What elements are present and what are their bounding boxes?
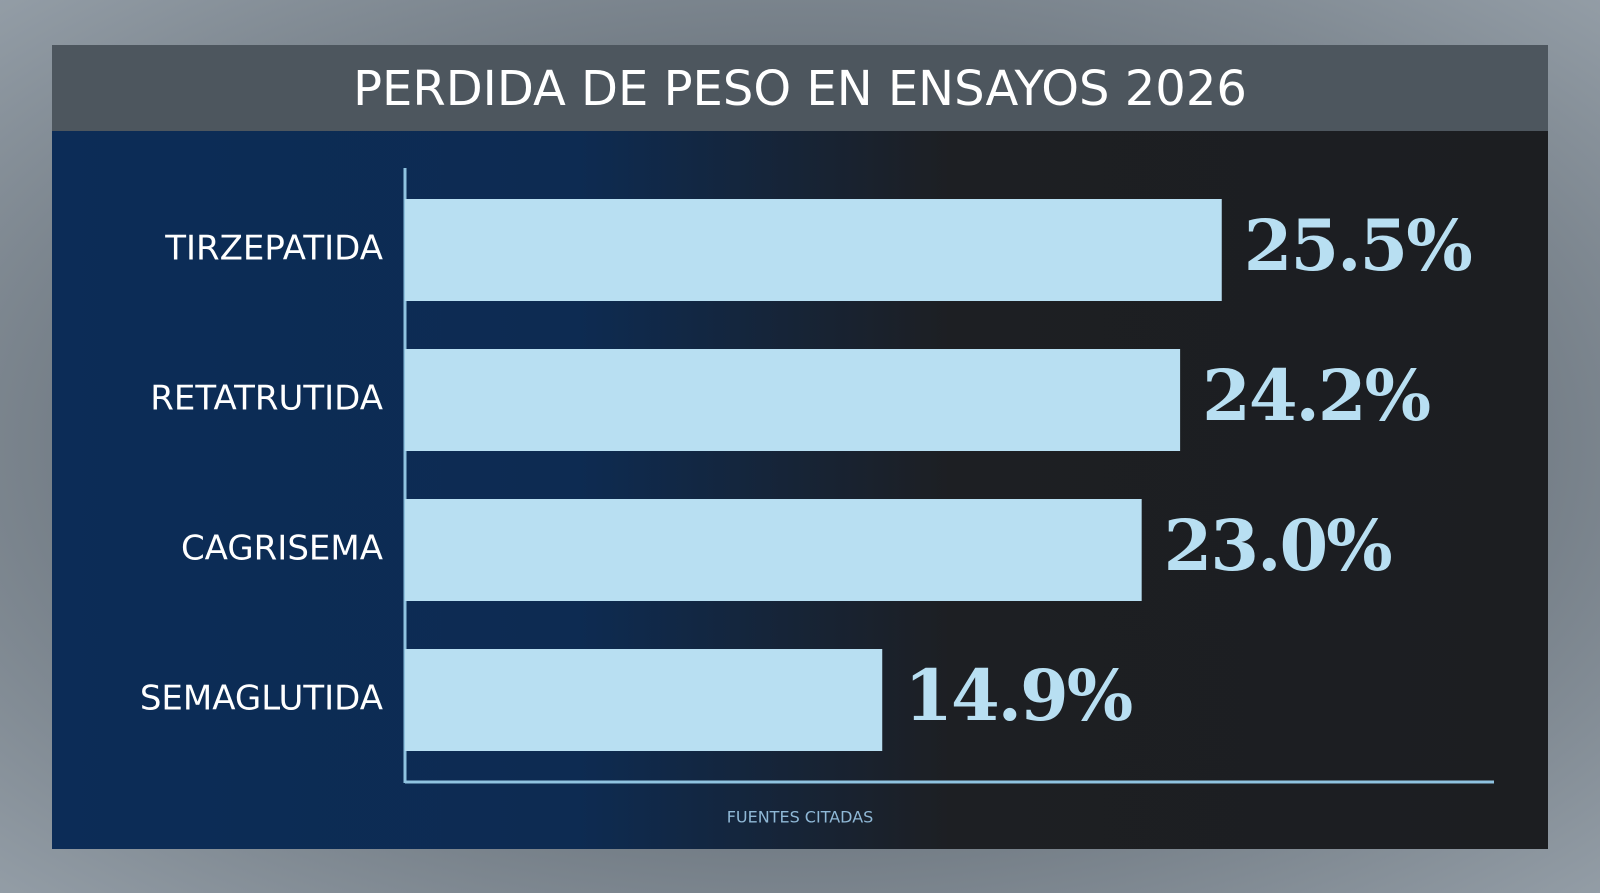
bar [405, 649, 883, 751]
value-label: 14.9% [904, 654, 1131, 737]
category-label: SEMAGLUTIDA [140, 679, 383, 719]
value-label: 24.2% [1202, 354, 1429, 437]
bar [405, 199, 1222, 301]
value-label: 23.0% [1164, 504, 1391, 587]
value-label: 25.5% [1244, 204, 1471, 287]
category-label: CAGRISEMA [181, 529, 383, 569]
category-label: RETATRUTIDA [150, 379, 383, 419]
header-bar [52, 45, 1548, 131]
bar [405, 349, 1181, 451]
category-label: TIRZEPATIDA [164, 229, 383, 269]
source-note: FUENTES CITADAS [727, 808, 874, 827]
chart-title: PERDIDA DE PESO EN ENSAYOS 2026 [353, 61, 1247, 117]
bar [405, 499, 1142, 601]
